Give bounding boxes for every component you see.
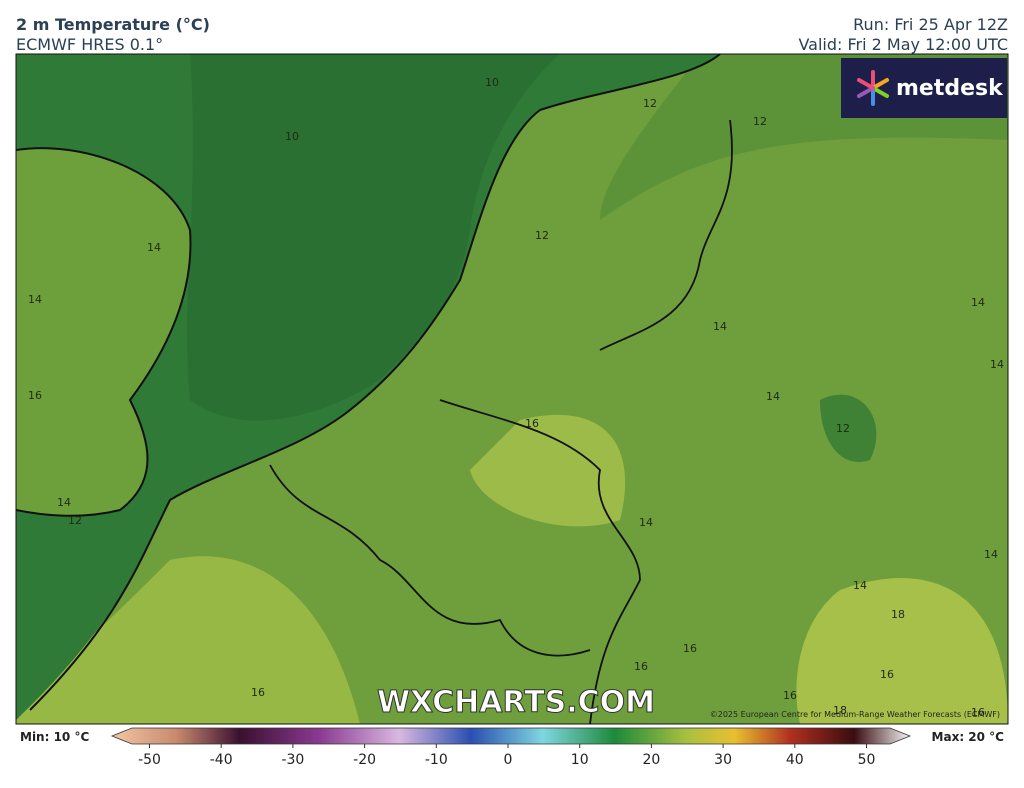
colorbar-tick-label: -50 [138, 752, 161, 768]
contour-labels: 10 12 12 10 14 12 14 14 14 14 16 14 16 1… [28, 76, 1004, 719]
contour-label: 12 [753, 115, 767, 128]
colorbar-tick-label: -10 [425, 752, 448, 768]
colorbar-bar [110, 727, 912, 745]
sea [187, 54, 560, 421]
contour-label: 18 [891, 608, 905, 621]
coastline [29, 54, 721, 711]
max-label: Max: 20 °C [932, 730, 1005, 744]
watermark: WXCHARTS.COM [377, 685, 655, 720]
contour-label: 14 [766, 390, 780, 403]
valid-time: Valid: Fri 2 May 12:00 UTC [798, 35, 1008, 54]
logo-icon [857, 70, 889, 106]
colorbar-tick-label: 30 [714, 752, 732, 768]
run-time: Run: Fri 25 Apr 12Z [853, 15, 1008, 34]
colorbar-tick-label: 50 [858, 752, 876, 768]
contour-label: 14 [984, 548, 998, 561]
contour-label: 14 [990, 358, 1004, 371]
subtitle: ECMWF HRES 0.1° [16, 35, 163, 54]
contour-label: 18 [833, 704, 847, 717]
contour-label: 16 [971, 706, 985, 719]
contour-label: 16 [28, 389, 42, 402]
colorbar-tick-label: 10 [571, 752, 589, 768]
warm-area [470, 414, 626, 527]
contour-label: 14 [853, 579, 867, 592]
copyright: ©2025 European Centre for Medium-Range W… [710, 710, 1000, 719]
colorbar-tick-label: -40 [210, 752, 233, 768]
map-frame [15, 53, 1009, 725]
logo: metdesk [841, 58, 1007, 118]
contour-label: 12 [68, 514, 82, 527]
warm-area [16, 556, 360, 724]
warm-area [796, 578, 1008, 724]
contour-label: 12 [643, 97, 657, 110]
logo-box [841, 58, 1007, 118]
land-uk [16, 148, 191, 516]
coastline [16, 147, 192, 517]
min-label: Min: 10 °C [20, 730, 89, 744]
contour-label: 14 [57, 496, 71, 509]
contour-label: 14 [28, 293, 42, 306]
colorbar-tick-label: 0 [504, 752, 513, 768]
map [16, 54, 1008, 724]
colorbar: Min: 10 °C Max: 20 °C -50 -40 -30 -20 -10 0 10… [20, 727, 1005, 768]
colorbar-tick-label: -30 [281, 752, 304, 768]
contour-label: 14 [713, 320, 727, 333]
contour-label: 10 [285, 130, 299, 143]
contour-label: 16 [634, 660, 648, 673]
colorbar-tick-label: 40 [786, 752, 804, 768]
contour-label: 12 [836, 422, 850, 435]
contour-label: 16 [683, 642, 697, 655]
colorbar-tick-label: -20 [353, 752, 376, 768]
contour-label: 10 [485, 76, 499, 89]
contour-label: 12 [535, 229, 549, 242]
contour-label: 14 [639, 516, 653, 529]
logo-text: metdesk [896, 76, 1004, 101]
contour-label: 14 [147, 241, 161, 254]
border [269, 119, 733, 724]
colorbar-tick-label: 20 [642, 752, 660, 768]
contour-label: 14 [971, 296, 985, 309]
cool-area [820, 394, 877, 462]
contour-label: 16 [783, 689, 797, 702]
contour-label: 16 [880, 668, 894, 681]
title: 2 m Temperature (°C) [16, 15, 210, 34]
contour-label: 16 [251, 686, 265, 699]
contour-label: 16 [525, 417, 539, 430]
